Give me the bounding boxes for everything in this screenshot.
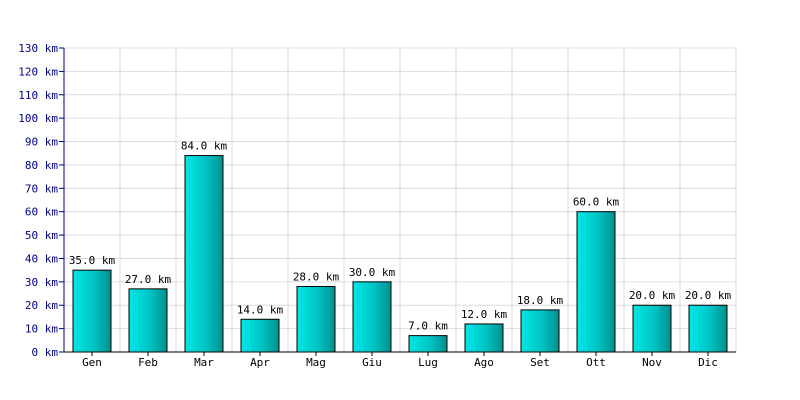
x-tick-label: Gen (82, 356, 102, 369)
x-tick-label: Feb (138, 356, 158, 369)
y-tick-label: 100 km (18, 112, 58, 125)
y-tick-label: 0 km (32, 346, 59, 359)
y-tick-label: 40 km (25, 252, 58, 265)
y-tick-label: 70 km (25, 182, 58, 195)
data-label: 18.0 km (517, 294, 564, 307)
data-label: 27.0 km (125, 273, 172, 286)
bars: 35.0 km 27.0 km 84.0 km 14.0 km 28.0 km 30.0 … (69, 140, 732, 353)
y-tick-label: 80 km (25, 159, 58, 172)
data-label: 20.0 km (629, 289, 676, 302)
x-tick-label: Ago (474, 356, 494, 369)
data-label: 84.0 km (181, 140, 228, 153)
data-label: 20.0 km (685, 289, 732, 302)
data-label: 60.0 km (573, 196, 620, 209)
x-tick-label: Set (530, 356, 550, 369)
y-tick-label: 90 km (25, 136, 58, 149)
x-tick-label: Lug (418, 356, 438, 369)
bar (240, 318, 280, 353)
bar (688, 304, 728, 353)
x-tick-label: Nov (642, 356, 662, 369)
bar (296, 286, 336, 353)
bar (520, 309, 560, 353)
x-tick-label: Dic (698, 356, 718, 369)
y-tick-label: 130 km (18, 42, 58, 55)
bar (576, 211, 616, 353)
y-tick-label: 110 km (18, 89, 58, 102)
bar (184, 155, 224, 353)
bar (128, 288, 168, 353)
x-tick-label: Giu (362, 356, 382, 369)
bar (464, 323, 504, 353)
y-tick-label: 30 km (25, 276, 58, 289)
bar (408, 335, 448, 353)
y-axis: 0 km 10 km 20 km 30 km 40 km 50 km 60 km 70 km 8… (18, 42, 65, 359)
y-tick-label: 20 km (25, 299, 58, 312)
data-label: 28.0 km (293, 271, 340, 284)
bar (632, 304, 672, 353)
bar (352, 281, 392, 353)
y-tick-label: 60 km (25, 206, 58, 219)
data-label: 30.0 km (349, 266, 396, 279)
y-tick-label: 50 km (25, 229, 58, 242)
x-tick-label: Apr (250, 356, 270, 369)
y-tick-label: 120 km (18, 65, 58, 78)
y-tick-label: 10 km (25, 323, 58, 336)
data-label: 14.0 km (237, 303, 284, 316)
data-label: 7.0 km (408, 320, 448, 333)
x-axis: Gen Feb Mar Apr Mag Giu Lug Ago Set Ott Nov Dic (64, 351, 736, 369)
data-label: 12.0 km (461, 308, 508, 321)
x-tick-label: Mar (194, 356, 214, 369)
bar (72, 269, 112, 353)
gridlines (64, 47, 737, 352)
x-tick-label: Mag (306, 356, 326, 369)
x-tick-label: Ott (586, 356, 606, 369)
data-label: 35.0 km (69, 254, 116, 267)
